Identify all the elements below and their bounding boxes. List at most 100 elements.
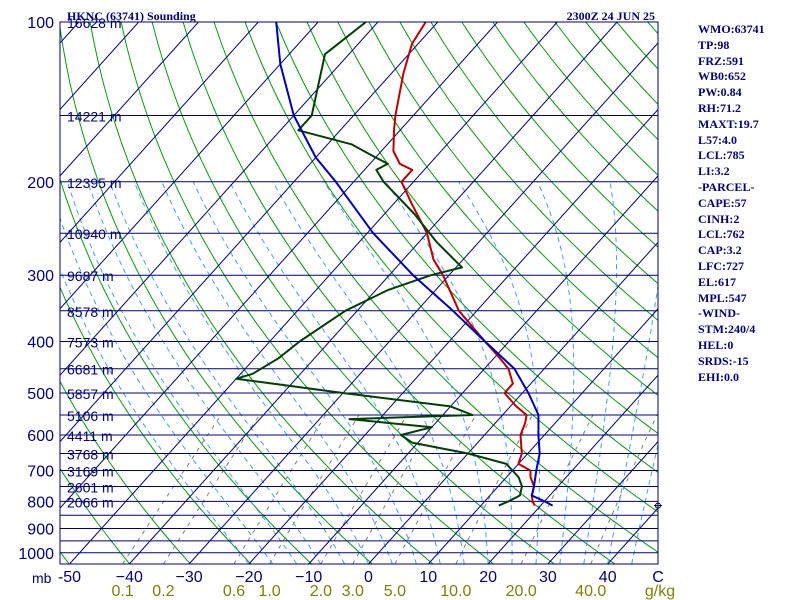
- height-label: 14221 m: [67, 108, 121, 124]
- sounding-index-line: MPL:547: [698, 290, 747, 305]
- pressure-tick-label: 1000: [18, 546, 54, 563]
- sounding-index-line: CINH:2: [698, 211, 740, 226]
- moist-adiabat-line: [192, 181, 417, 564]
- height-label: 2601 m: [67, 479, 114, 495]
- mixing-ratio-line: [352, 414, 438, 564]
- sounding-index-line: HEL:0: [698, 337, 734, 352]
- moist-adiabat-line: [583, 181, 617, 564]
- temperature-tick-label: 20: [479, 569, 497, 586]
- height-label: 16628 m: [67, 15, 121, 31]
- height-label: 9687 m: [67, 268, 114, 284]
- mixing-ratio-tick-label: 40.0: [575, 583, 606, 600]
- dewpoint-profile: [235, 22, 523, 507]
- sounding-index-line: FRZ:591: [698, 53, 744, 68]
- sounding-index-line: PW:0.84: [698, 85, 742, 100]
- pressure-unit-label: mb: [32, 570, 52, 586]
- dry-adiabat-line: [213, 22, 658, 553]
- mixing-ratio-tick-label: 1.0: [258, 583, 280, 600]
- moist-adiabat-line: [133, 181, 369, 564]
- mixing-ratio-line: [590, 414, 658, 564]
- sounding-index-line: TP:98: [698, 37, 730, 52]
- height-label: 2066 m: [67, 494, 114, 510]
- isotherm-line: [308, 175, 658, 564]
- dry-adiabats: [60, 22, 658, 564]
- height-label: 5106 m: [67, 408, 114, 424]
- isotherm-line: [69, 22, 558, 564]
- pressure-tick-label: 400: [27, 335, 54, 352]
- height-label: 10940 m: [67, 226, 121, 242]
- height-label: 6681 m: [67, 362, 114, 378]
- moist-adiabat-line: [87, 181, 322, 564]
- dry-adiabat-line: [151, 22, 555, 564]
- profiles: [235, 22, 554, 507]
- dry-adiabat-line: [89, 22, 434, 564]
- isotherm-line: [60, 22, 379, 376]
- sounding-index-line: STM:240/4: [698, 322, 756, 337]
- pressure-tick-label: 300: [27, 268, 54, 285]
- mixing-ratio-line: [162, 414, 260, 564]
- temperature-tick-label: 40: [599, 569, 617, 586]
- height-label: 3169 m: [67, 464, 114, 480]
- temperature-tick-label: -50: [58, 569, 81, 586]
- sounding-index-line: WB0:652: [698, 69, 746, 84]
- isotherm-line: [60, 22, 498, 509]
- temperature-tick-label: −40: [116, 569, 143, 586]
- sounding-index-line: -PARCEL-: [698, 179, 755, 194]
- mixing-ratio-tick-label: 0.1: [112, 583, 134, 600]
- temperature-tick-label: 0: [364, 569, 373, 586]
- height-label: 8578 m: [67, 304, 114, 320]
- sounding-index-line: LCL:762: [698, 227, 745, 242]
- isotherm-line: [128, 22, 618, 564]
- dry-adiabat-line: [120, 22, 494, 564]
- mixing-ratio-lines: [122, 414, 658, 564]
- moist-adiabat-line: [323, 181, 489, 564]
- observation-time: 2300Z 24 JUN 25: [567, 9, 655, 23]
- isotherm-line: [487, 374, 658, 564]
- mixing-ratio-tick-label: 0.6: [223, 583, 245, 600]
- pressure-tick-label: 500: [27, 386, 54, 403]
- temperature-tick-label: 30: [539, 569, 557, 586]
- dry-adiabat-line: [430, 22, 658, 285]
- mixing-ratio-tick-label: 5.0: [384, 583, 406, 600]
- sounding-index-line: CAPE:57: [698, 195, 747, 210]
- mixing-ratio-tick-label: 0.2: [152, 583, 174, 600]
- sounding-index-line: WMO:63741: [698, 22, 765, 36]
- pressure-tick-label: 800: [27, 494, 54, 511]
- dry-adiabat-line: [399, 22, 658, 322]
- sounding-index-line: -WIND-: [698, 306, 740, 321]
- isotherm-line: [368, 241, 658, 564]
- parcel-profile: [275, 22, 554, 507]
- mixing-ratio-tick-label: 20.0: [506, 583, 537, 600]
- sounding-index-line: EL:617: [698, 274, 737, 289]
- temperature-tick-label: −10: [295, 569, 322, 586]
- sounding-index-line: LFC:727: [698, 258, 744, 273]
- moist-adiabats: [60, 181, 658, 564]
- isotherm-line: [60, 22, 199, 177]
- mixing-ratio-line: [122, 414, 222, 564]
- dry-adiabat-line: [60, 286, 252, 564]
- temperature-profile: [392, 22, 536, 507]
- pressure-tick-label: 700: [27, 464, 54, 481]
- sounding-index-line: SRDS:-15: [698, 353, 749, 368]
- temperature-tick-label: 10: [419, 569, 437, 586]
- moist-adiabat-line: [607, 282, 658, 564]
- pressure-tick-label: 200: [27, 175, 54, 192]
- sounding-index-line: CAP:3.2: [698, 243, 742, 258]
- moist-adiabat-line: [229, 181, 441, 564]
- temperature-tick-label: −30: [176, 569, 203, 586]
- dry-adiabat-line: [182, 22, 616, 564]
- dry-adiabat-line: [60, 550, 70, 564]
- mixing-ratio-line: [269, 414, 360, 564]
- sounding-index-line: LCL:785: [698, 148, 745, 163]
- dry-adiabat-line: [461, 22, 658, 248]
- temperature-unit-label: C: [652, 569, 664, 586]
- mixing-ratio-line: [394, 414, 477, 564]
- isotherm-line: [60, 22, 259, 244]
- isotherm-line: [248, 108, 658, 564]
- station-title: HKNC (63741) Sounding: [67, 9, 196, 23]
- height-label: 12395 m: [67, 175, 121, 191]
- sounding-index-line: RH:71.2: [698, 100, 741, 115]
- dry-adiabat-line: [60, 177, 313, 564]
